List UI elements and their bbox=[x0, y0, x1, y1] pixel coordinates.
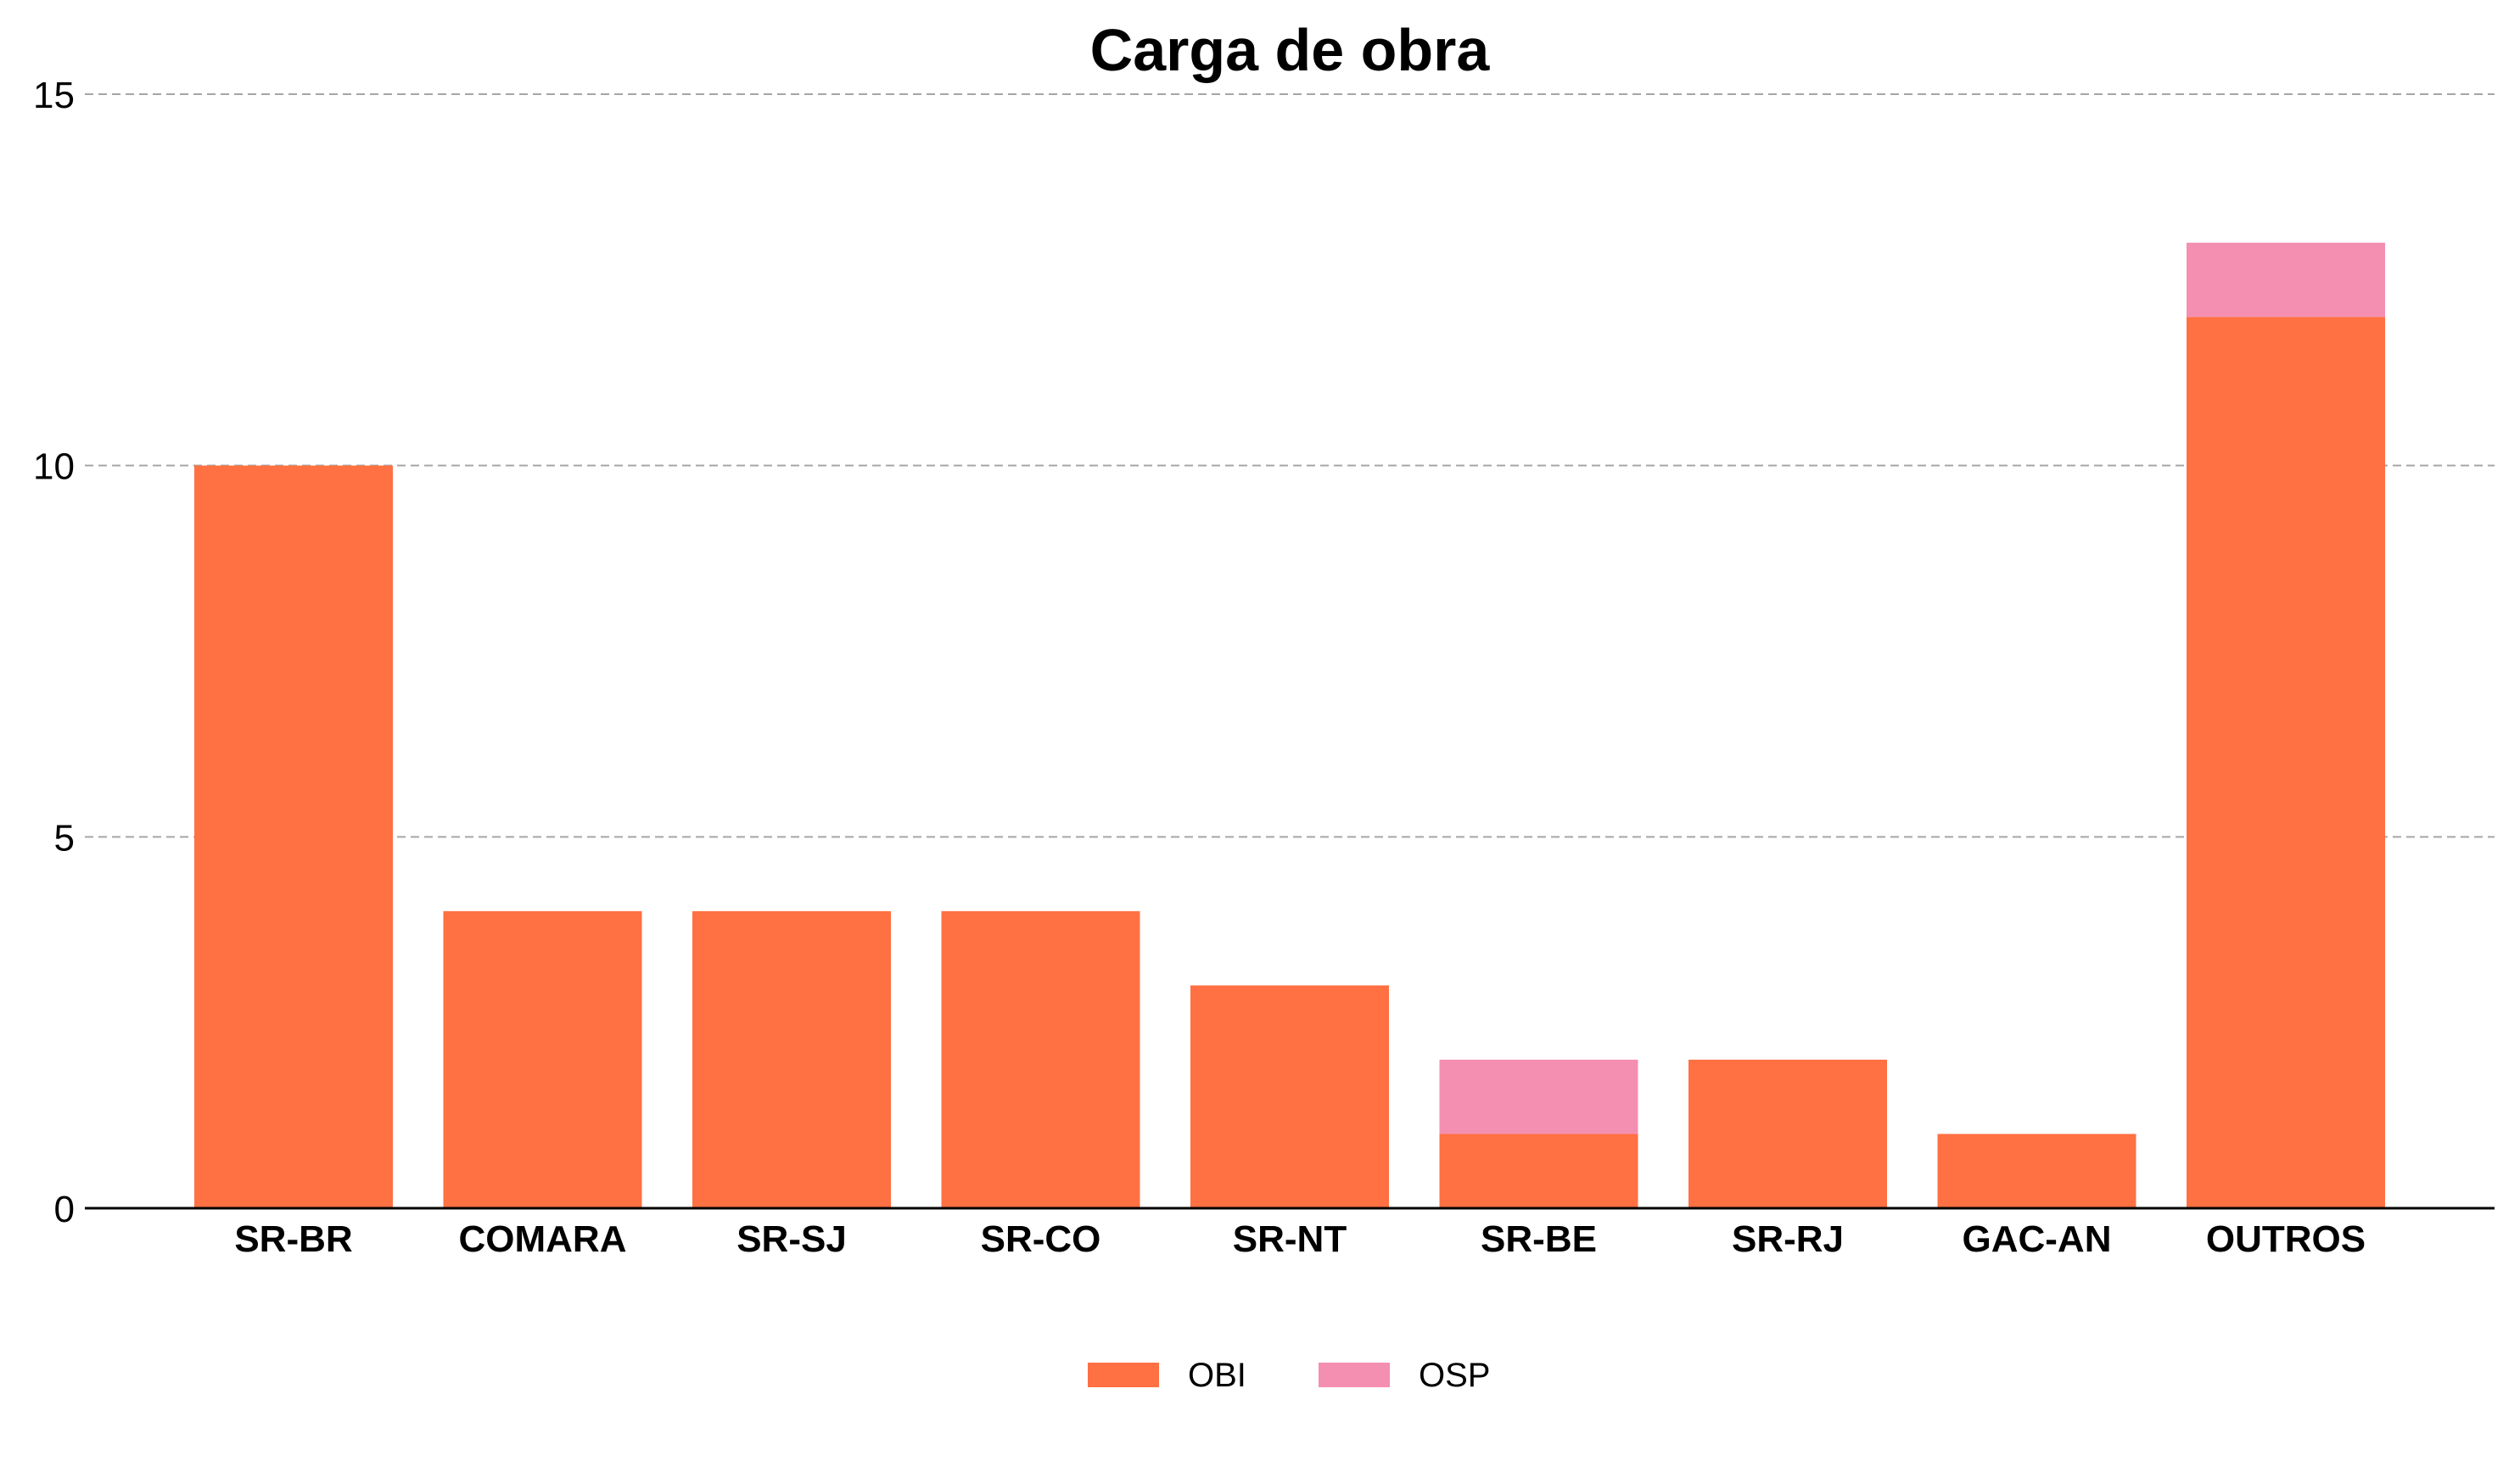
x-tick-label: SR-SJ bbox=[736, 1218, 847, 1260]
y-tick-label: 0 bbox=[54, 1189, 75, 1230]
bar-obi-gac-an bbox=[1937, 1134, 2136, 1208]
x-tick-label: SR-BR bbox=[234, 1218, 352, 1260]
bar-obi-sr-nt bbox=[1190, 985, 1389, 1208]
x-tick-label: GAC-AN bbox=[1963, 1218, 2112, 1260]
y-tick-label: 10 bbox=[33, 446, 75, 488]
y-tick-label: 15 bbox=[33, 75, 75, 116]
x-tick-label: SR-BE bbox=[1481, 1218, 1597, 1260]
legend-swatch-osp bbox=[1319, 1363, 1390, 1387]
bar-osp-outros bbox=[2187, 243, 2385, 317]
x-tick-label: OUTROS bbox=[2206, 1218, 2366, 1260]
y-axis-ticks: 0 5 10 15 bbox=[33, 75, 75, 1230]
bar-obi-sr-be bbox=[1439, 1134, 1638, 1208]
bar-obi-outros bbox=[2187, 316, 2385, 1209]
bar-obi-sr-sj bbox=[692, 910, 891, 1208]
x-tick-label: SR-RJ bbox=[1732, 1218, 1844, 1260]
chart-title: Carga de obra bbox=[1090, 17, 1491, 83]
legend-swatch-obi bbox=[1088, 1363, 1159, 1387]
bars bbox=[194, 243, 2385, 1209]
x-axis-ticks: SR-BR COMARA SR-SJ SR-CO SR-NT SR-BE SR-RJ GAC-… bbox=[234, 1218, 2366, 1260]
legend-label-obi: OBI bbox=[1188, 1357, 1246, 1394]
bar-osp-sr-be bbox=[1439, 1059, 1638, 1134]
y-tick-label: 5 bbox=[54, 817, 75, 859]
bar-obi-sr-co bbox=[941, 910, 1140, 1208]
x-tick-label: COMARA bbox=[459, 1218, 627, 1260]
bar-obi-sr-br bbox=[194, 465, 393, 1208]
x-tick-label: SR-NT bbox=[1233, 1218, 1347, 1260]
legend-label-osp: OSP bbox=[1419, 1357, 1490, 1394]
bar-obi-comara bbox=[443, 910, 642, 1208]
gridlines bbox=[85, 93, 2495, 838]
bar-obi-sr-rj bbox=[1688, 1059, 1887, 1208]
x-tick-label: SR-CO bbox=[981, 1218, 1101, 1260]
legend: OBI OSP bbox=[1088, 1357, 1490, 1394]
